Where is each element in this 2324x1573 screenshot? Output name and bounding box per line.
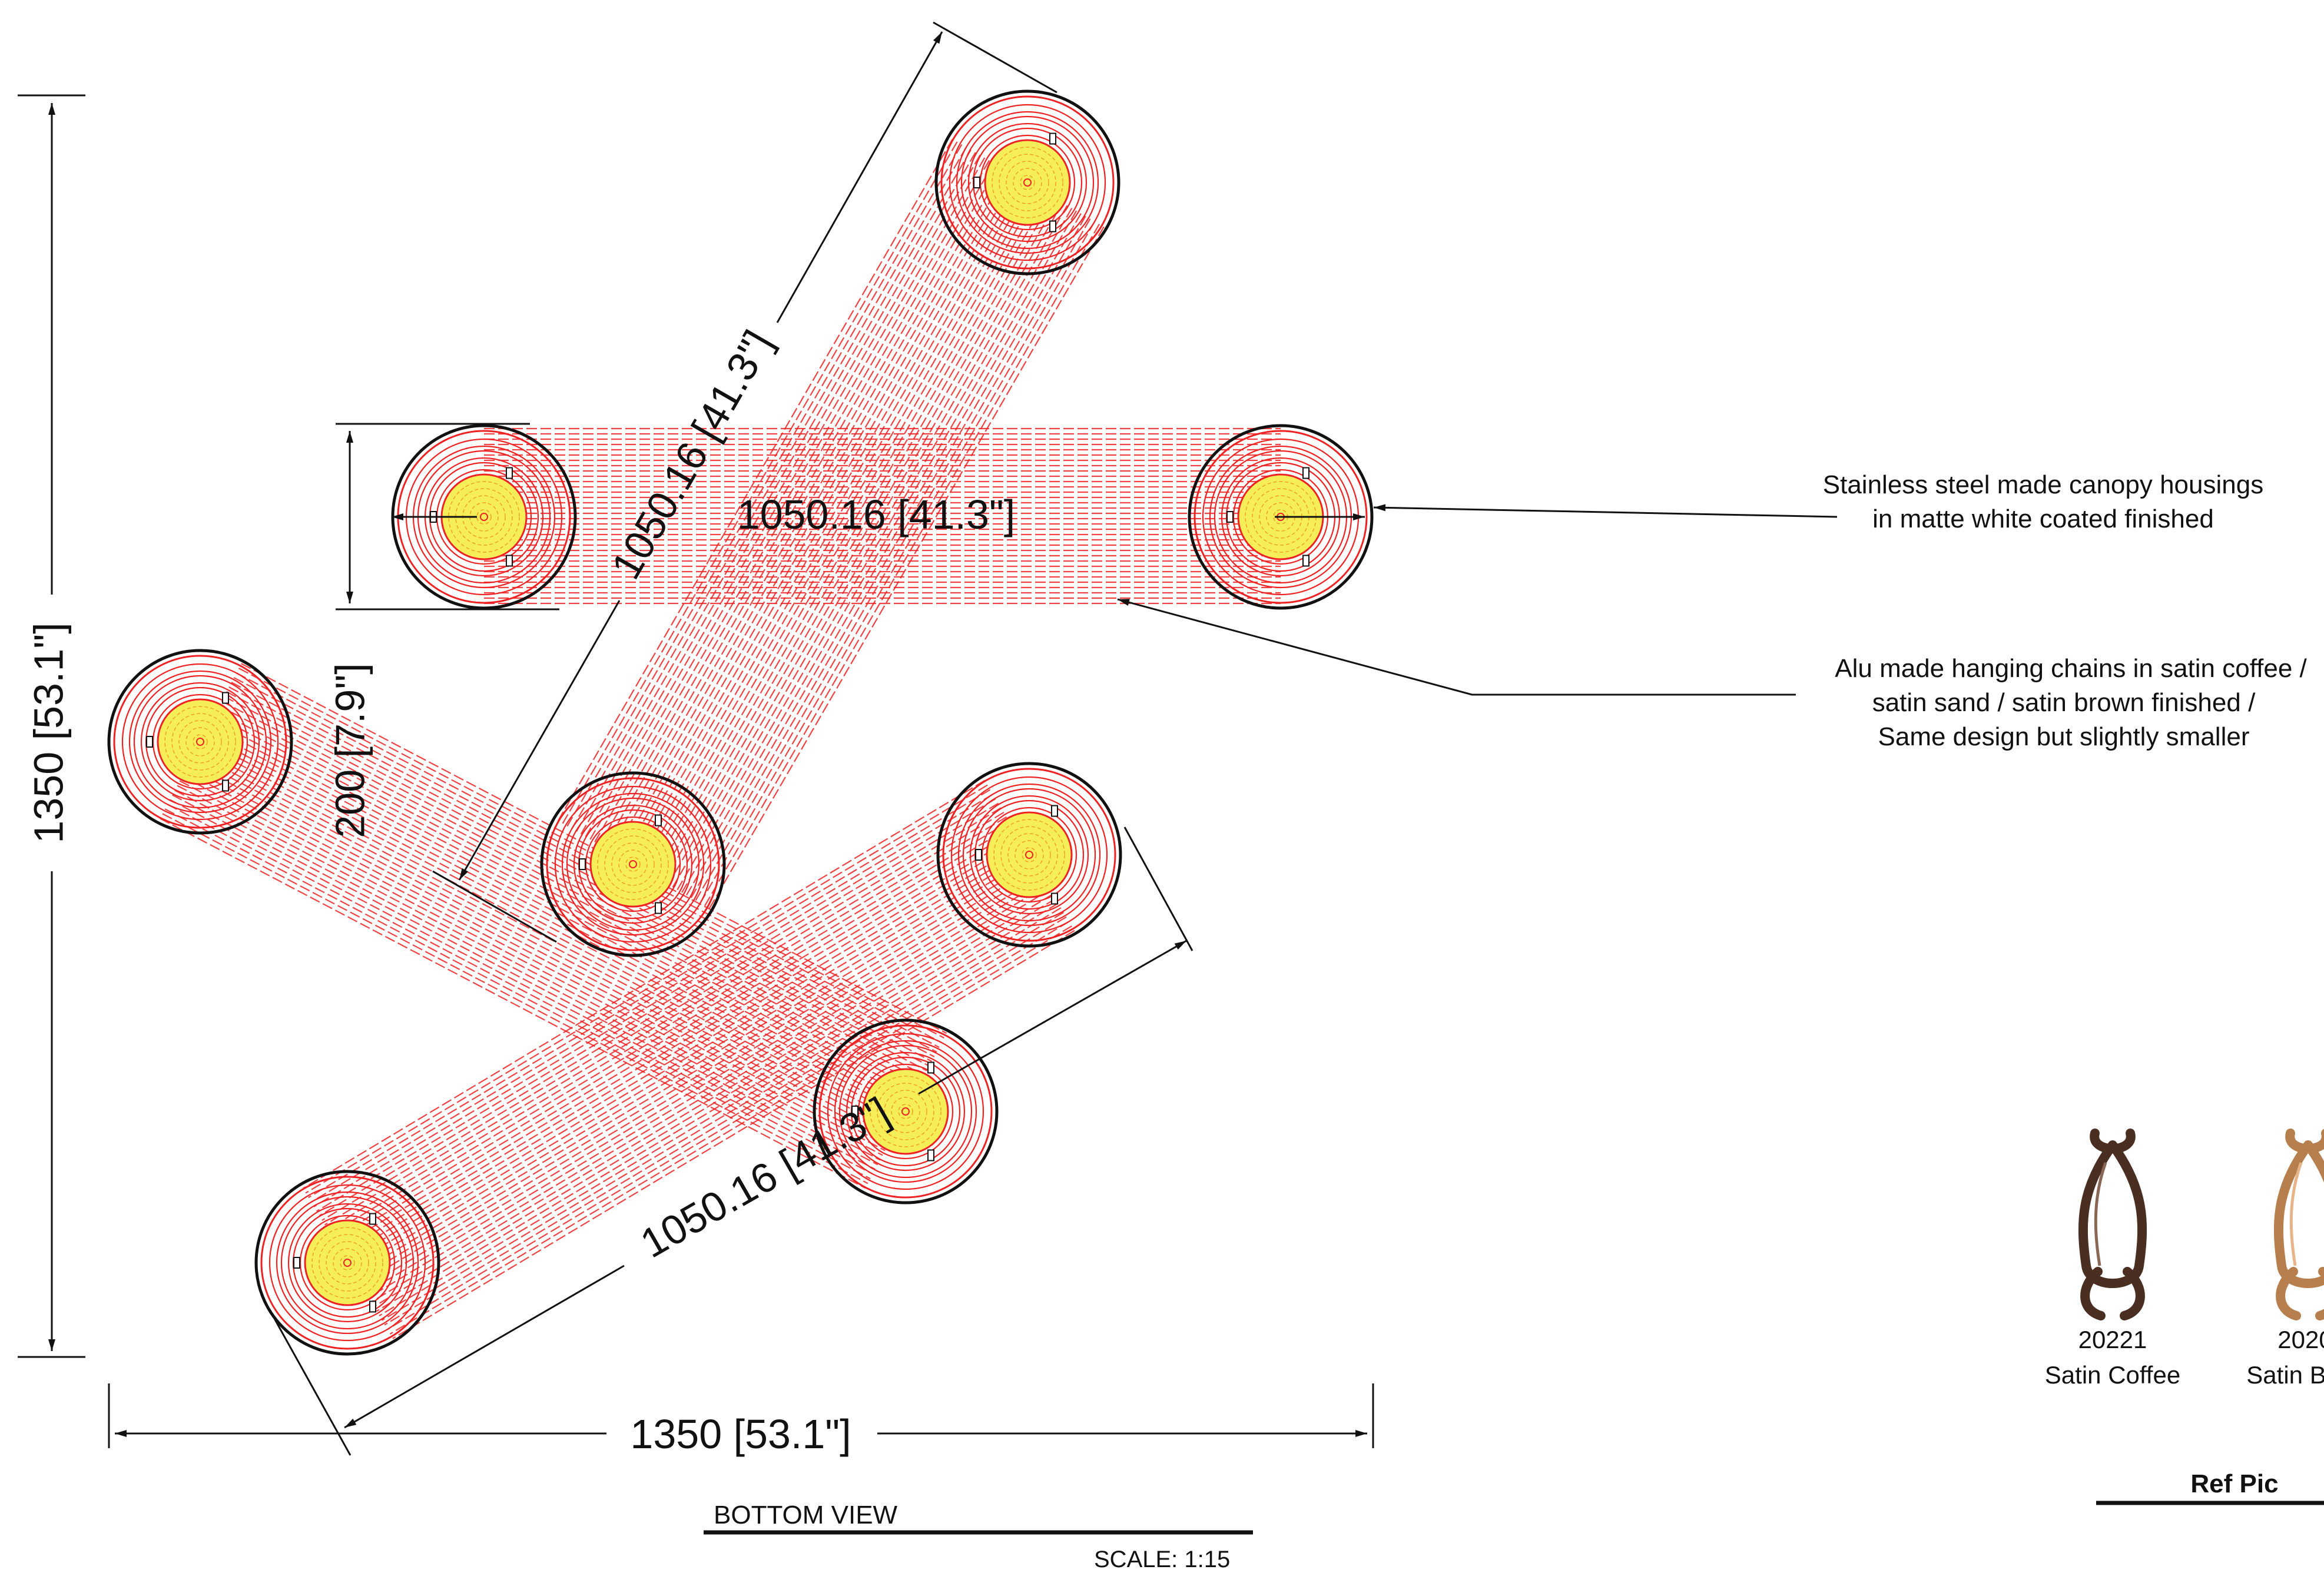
ref-pic-title: Ref Pic <box>2190 1469 2278 1498</box>
swatch-name-satin-coffee: Satin Coffee <box>2045 1361 2180 1389</box>
chain-note-line-3: Same design but slightly smaller <box>1878 722 2250 751</box>
chain-note-line-1: Alu made hanging chains in satin coffee … <box>1835 654 2307 683</box>
spacing-label: 200 [7.9"] <box>327 663 373 838</box>
canopy-fixture <box>936 762 1122 948</box>
overall-width-label: 1350 [53.1"] <box>630 1411 851 1457</box>
chain-note-line-2: satin sand / satin brown finished / <box>1872 688 2256 717</box>
view-title: BOTTOM VIEW <box>714 1501 898 1529</box>
overall-height-label: 1350 [53.1"] <box>25 622 71 843</box>
canopy-fixture <box>813 1018 999 1204</box>
chain-band-lower-diagonal <box>302 779 1075 1339</box>
canopy-note-line-1: Stainless steel made canopy housings <box>1823 470 2263 499</box>
swatch-code-2020: 2020 <box>2277 1326 2324 1353</box>
canopy-fixtures <box>107 89 1374 1356</box>
swatch-code-20221: 20221 <box>2078 1326 2147 1353</box>
ref-pic-chains <box>2078 1129 2324 1320</box>
horizontal-bar-length-label: 1050.16 [41.3"] <box>737 492 1015 537</box>
canopy-fixture <box>254 1170 440 1356</box>
chain-band-upper-diagonal <box>557 138 1105 909</box>
hanging-chains <box>160 138 1281 1339</box>
canopy-fixture <box>934 89 1120 276</box>
ref-chain-link <box>2273 1129 2324 1320</box>
canopy-fixture <box>540 771 726 957</box>
ref-chain-link <box>2078 1129 2147 1320</box>
swatch-name-satin-br: Satin Br <box>2246 1361 2324 1389</box>
scale-label: SCALE: 1:15 <box>1094 1547 1230 1572</box>
dimension-lines <box>18 21 1838 1456</box>
canopy-note-line-2: in matte white coated finished <box>1872 505 2214 533</box>
canopy-fixture <box>107 649 293 835</box>
